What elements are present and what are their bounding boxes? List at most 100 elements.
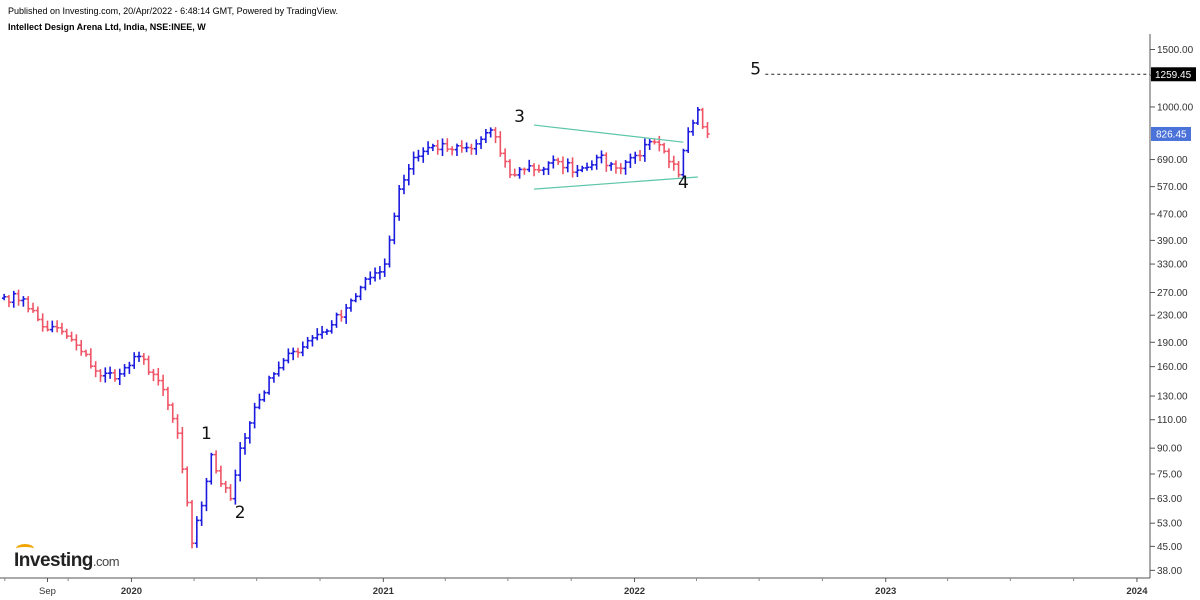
ohlc-bar (83, 349, 89, 357)
ohlc-bar (233, 469, 238, 505)
ohlc-bar (604, 152, 609, 172)
wave-label-2: 2 (235, 503, 246, 523)
ohlc-bar (199, 501, 204, 526)
ohlc-bar (117, 368, 122, 386)
ohlc-bar (228, 484, 233, 501)
y-tick-label: 1500.00 (1157, 45, 1194, 56)
ohlc-bar (151, 369, 156, 382)
ohlc-bar (440, 138, 445, 157)
ohlc-bar (1, 293, 7, 301)
ohlc-bar (565, 158, 570, 173)
ohlc-bar (45, 320, 50, 332)
ohlc-bar (132, 352, 137, 369)
ohlc-bar (478, 136, 484, 150)
ohlc-bar (213, 450, 219, 474)
ohlc-bar (411, 151, 416, 175)
ohlc-bar (266, 375, 272, 395)
ohlc-bar (502, 148, 508, 168)
wave-label-4: 4 (678, 173, 689, 193)
ohlc-bar (271, 372, 277, 383)
ohlc-bar (170, 402, 175, 423)
ohlc-bar (242, 433, 248, 455)
ohlc-bar (474, 139, 479, 155)
ohlc-bar (449, 146, 455, 156)
brand-name: Investing (14, 550, 93, 571)
ohlc-bar (88, 348, 94, 369)
brand-domain: .com (92, 554, 120, 569)
ohlc-bar (666, 148, 672, 169)
ohlc-bar (146, 355, 151, 375)
ohlc-bar (531, 163, 537, 177)
ohlc-bar (103, 367, 108, 383)
ohlc-bar (305, 336, 310, 349)
y-tick-label: 230.00 (1157, 311, 1188, 322)
ohlc-bar (392, 212, 397, 245)
ohlc-bar (21, 296, 26, 307)
last-price-tag (1151, 126, 1191, 141)
y-tick-label: 390.00 (1157, 236, 1188, 247)
ohlc-bar (647, 139, 652, 151)
trendline-upper (533, 124, 684, 143)
ohlc-bar (237, 442, 243, 482)
ohlc-bar (315, 328, 320, 341)
y-tick-label: 690.00 (1157, 155, 1188, 166)
ohlc-bar (575, 164, 580, 177)
ohlc-bar (536, 164, 542, 173)
x-tick-label: 2021 (373, 586, 395, 597)
ohlc-bar (421, 147, 426, 163)
ohlc-bar (184, 466, 190, 507)
symbol-title: Intellect Design Arena Ltd, India, NSE:I… (8, 22, 206, 32)
x-tick-label: Sep (39, 586, 56, 597)
trendline-lower (534, 176, 698, 190)
y-tick-label: 53.00 (1157, 519, 1182, 530)
ohlc-bar (348, 298, 354, 312)
ohlc-bar (705, 122, 710, 139)
y-tick-label: 570.00 (1157, 182, 1188, 193)
ohlc-bar (372, 267, 378, 282)
ohlc-bar (387, 235, 392, 268)
ohlc-bar (676, 161, 681, 178)
ohlc-bar (469, 143, 474, 155)
ohlc-bar (608, 162, 614, 171)
ohlc-bar (141, 353, 147, 365)
ohlc-bar (613, 160, 619, 174)
ohlc-bar (218, 465, 224, 487)
ohlc-bar (454, 143, 460, 157)
y-tick-label: 160.00 (1157, 362, 1188, 373)
ohlc-bar (247, 421, 253, 444)
ohlc-bar (276, 361, 281, 377)
y-tick-label: 190.00 (1157, 338, 1188, 349)
ohlc-bar (281, 358, 286, 371)
ohlc-bar (546, 161, 551, 175)
ohlc-bar (35, 306, 41, 322)
ohlc-bar (633, 151, 638, 164)
ohlc-bar (324, 328, 330, 335)
ohlc-bar (416, 149, 421, 162)
ohlc-bar (98, 369, 103, 382)
published-caption: Published on Investing.com, 20/Apr/2022 … (8, 6, 339, 16)
ohlc-bar (570, 157, 575, 178)
ohlc-bar (661, 142, 667, 154)
y-tick-label: 90.00 (1157, 444, 1182, 455)
ohlc-bar (286, 348, 291, 364)
ohlc-bar (628, 153, 633, 169)
ohlc-bar (79, 340, 84, 356)
ohlc-bar (209, 452, 214, 485)
ohlc-bar (40, 313, 45, 332)
ohlc-bar (343, 303, 349, 324)
y-tick-label: 330.00 (1157, 260, 1188, 271)
ohlc-bar (194, 516, 200, 548)
ohlc-bar (64, 328, 69, 339)
ohlc-bar (319, 325, 325, 339)
y-tick-label: 110.00 (1157, 415, 1187, 426)
ohlc-bar (204, 477, 209, 512)
ohlc-bar (30, 302, 36, 313)
ohlc-bar (681, 148, 686, 179)
ohlc-bar (26, 296, 31, 313)
ohlc-bar (290, 347, 296, 361)
ohlc-bar (507, 159, 513, 178)
ohlc-bar (329, 320, 334, 334)
ohlc-bar (93, 361, 98, 378)
ohlc-bar (107, 366, 113, 379)
